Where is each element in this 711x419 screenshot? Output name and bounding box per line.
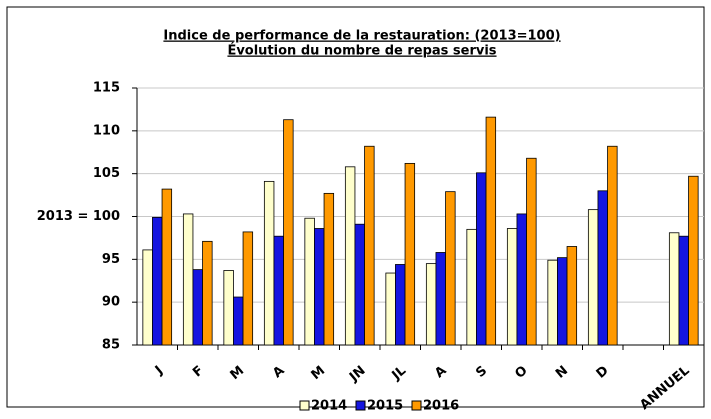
- bar: [587, 209, 599, 346]
- bar: [223, 270, 234, 346]
- legend-label: 2014: [311, 399, 347, 414]
- bar: [283, 119, 294, 346]
- bar: [404, 162, 416, 346]
- legend-swatch: [411, 400, 422, 411]
- bar: [678, 235, 689, 346]
- bar: [182, 213, 194, 346]
- y-tick-label: 85: [102, 338, 120, 353]
- bar: [304, 217, 315, 346]
- bar: [263, 180, 275, 346]
- y-tick-label: 115: [93, 81, 120, 96]
- bar: [233, 296, 244, 346]
- bar: [506, 228, 518, 346]
- bar: [485, 116, 497, 346]
- bar: [476, 172, 487, 346]
- chart-title: Indice de performance de la restauration…: [163, 29, 560, 44]
- y-tick-label: 90: [102, 295, 120, 310]
- bar: [607, 145, 618, 346]
- bar: [142, 249, 153, 346]
- y-tick-label: 105: [93, 166, 120, 181]
- y-tick-label: 110: [93, 123, 120, 138]
- bar: [425, 263, 437, 346]
- bar: [364, 145, 375, 346]
- chart-subtitle: Évolution du nombre de repas servis: [227, 43, 496, 59]
- bar: [516, 213, 527, 346]
- bar: [152, 216, 163, 346]
- bar: [668, 232, 680, 346]
- bar: [354, 223, 365, 346]
- bar: [395, 264, 406, 346]
- bar: [557, 257, 568, 346]
- legend-swatch: [355, 400, 366, 411]
- y-tick-label: 2013 = 100: [37, 209, 120, 224]
- bar: [385, 272, 396, 346]
- bar: [192, 269, 203, 346]
- bar: [547, 259, 558, 346]
- bar: [314, 228, 325, 346]
- bar: [526, 157, 537, 346]
- y-tick-label: 95: [102, 252, 120, 267]
- legend-label: 2015: [367, 399, 403, 414]
- bar: [273, 235, 284, 346]
- legend-swatch: [299, 400, 310, 411]
- bar: [161, 188, 173, 346]
- bar: [445, 191, 456, 346]
- bar: [566, 246, 578, 346]
- bar: [323, 192, 335, 346]
- bar: [466, 228, 477, 346]
- bar: [344, 166, 356, 346]
- bar: [242, 231, 254, 346]
- bar: [597, 190, 608, 346]
- bar: [688, 175, 699, 346]
- bar: [435, 252, 446, 346]
- legend-label: 2016: [423, 399, 459, 414]
- bar: [202, 240, 213, 346]
